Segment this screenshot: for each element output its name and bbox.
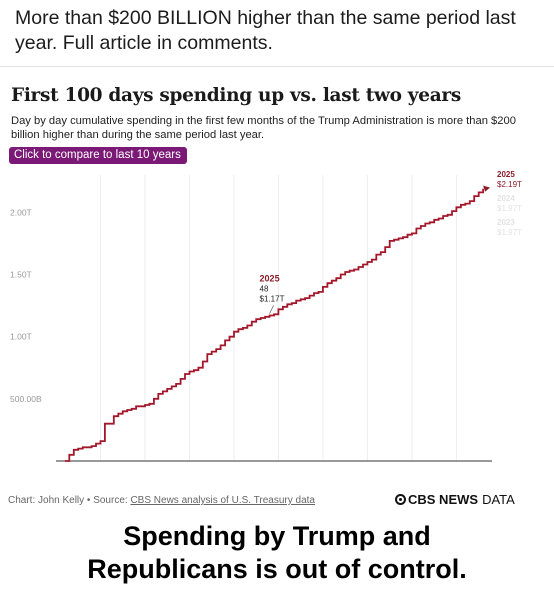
bottom-caption: Spending by Trump and Republicans is out…: [0, 520, 554, 586]
annotation-pointer: [269, 305, 274, 314]
annotation-value-label: $1.17T: [260, 295, 285, 304]
y-tick-label: 500.00B: [10, 394, 42, 404]
bottom-caption-line-2: Republicans is out of control.: [87, 554, 467, 584]
end-label-year: 2023: [497, 218, 515, 227]
y-tick-label: 2.00T: [10, 207, 32, 217]
end-label-year: 2024: [497, 194, 515, 203]
end-label-value: $2.19T: [497, 180, 522, 189]
chart-credit: Chart: John Kelly • Source: CBS News ana…: [8, 495, 315, 506]
end-label-year: 2025: [497, 170, 515, 179]
source-link[interactable]: CBS News analysis of U.S. Treasury data: [130, 495, 315, 506]
y-tick-label: 1.00T: [10, 332, 32, 342]
series-end-marker: [483, 185, 491, 192]
brand-light: DATA: [482, 492, 515, 507]
brand-bold: CBS NEWS: [408, 492, 479, 507]
grid-layer: [56, 175, 492, 462]
annotation-layer: 202548$1.17T2025$2.19T2024$1.97T2023$1.9…: [260, 170, 522, 314]
post-caption: More than $200 BILLION higher than the s…: [15, 7, 516, 54]
y-tick-label: 1.50T: [10, 269, 32, 279]
annotation-day-label: 48: [260, 285, 269, 294]
cbs-news-data-logo: CBS NEWS DATA: [395, 492, 515, 507]
series-layer: [64, 185, 491, 462]
chart-subtitle: Day by day cumulative spending in the fi…: [11, 115, 516, 141]
series-line-2025: [64, 188, 484, 462]
chart-card: First 100 days spending up vs. last two …: [0, 66, 554, 521]
end-label-value: $1.97T: [497, 204, 522, 213]
credit-prefix: Chart: John Kelly • Source:: [8, 495, 131, 506]
cbs-eye-icon: [395, 494, 406, 505]
end-label-value: $1.97T: [497, 228, 522, 237]
annotation-year-label: 2025: [260, 274, 280, 284]
y-tick-labels: 500.00B 1.00T 1.50T 2.00T: [10, 207, 42, 404]
compare-last-10-years-button[interactable]: Click to compare to last 10 years: [9, 147, 187, 164]
chart-title: First 100 days spending up vs. last two …: [11, 85, 461, 106]
bottom-caption-line-1: Spending by Trump and: [123, 521, 431, 551]
